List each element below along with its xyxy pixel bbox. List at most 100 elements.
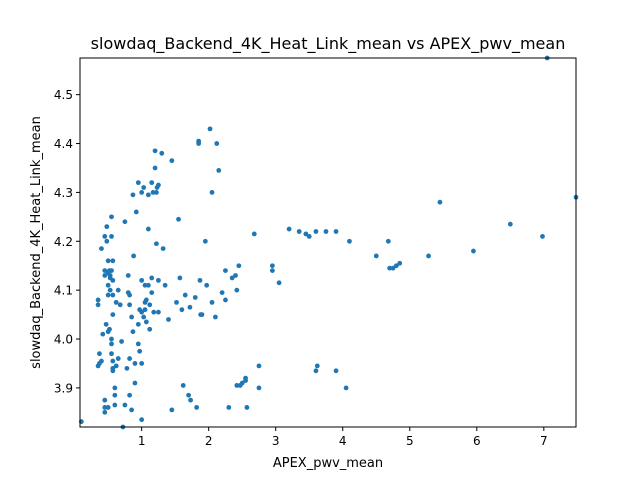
y-tick-label: 4.2 [54,235,73,249]
data-point [204,282,210,288]
data-point [145,226,151,232]
data-point [323,229,329,234]
data-point [540,233,545,239]
data-point [129,314,135,320]
data-point [105,405,111,410]
data-point [112,392,118,398]
data-point [212,314,218,320]
data-point [243,378,248,383]
y-tick-label: 3.9 [54,381,73,395]
data-point [152,165,158,171]
data-point [95,297,101,303]
data-point [219,290,225,295]
plot-frame [79,57,577,428]
data-point [102,273,108,278]
data-point [113,299,119,305]
data-point [105,292,111,298]
data-point [333,229,339,234]
data-point [95,302,101,308]
data-point [156,309,161,315]
data-point [223,268,228,273]
data-point [426,253,431,259]
chart-title: slowdaq_Backend_4K_Heat_Link_mean vs APE… [91,34,566,54]
data-point [197,277,203,283]
data-point [313,229,319,234]
data-point [333,368,339,374]
x-tick-label: 3 [272,434,280,448]
data-point [133,209,139,215]
data-point [105,282,111,288]
data-point [147,302,153,308]
data-point [145,282,151,288]
data-point [269,268,275,273]
data-point [113,363,119,369]
data-point [169,407,175,413]
data-point [127,356,132,361]
data-point [135,180,141,186]
data-point [151,309,157,315]
data-point [471,248,476,254]
data-point [95,363,101,369]
data-point [234,383,240,388]
data-point [132,361,138,366]
data-point [156,182,161,188]
data-point [223,297,228,303]
data-point [139,417,145,423]
data-point [239,380,245,386]
data-point [99,358,104,364]
data-point [135,321,141,327]
x-axis-label: APEX_pwv_mean [273,456,383,471]
data-point [387,265,393,271]
data-point [214,141,220,146]
data-point [129,407,135,413]
data-point [147,326,153,332]
data-point [110,258,116,264]
data-point [107,287,113,293]
data-point [244,405,250,410]
x-axis-ticks: 1 2 3 4 5 6 7 [138,427,548,448]
data-point [142,282,148,288]
data-point [150,190,156,195]
data-point [110,292,116,298]
data-point [107,326,112,332]
data-point [385,238,391,244]
data-point [393,263,399,269]
data-point [196,138,202,144]
data-point [102,409,108,415]
data-point [152,148,158,154]
data-point [166,317,171,322]
data-points [78,55,579,430]
data-point [192,295,198,300]
data-point [105,258,111,264]
data-point [296,229,302,234]
data-point [156,277,161,283]
plot-area [80,58,576,427]
data-point [109,214,114,220]
data-point [180,383,186,388]
data-point [119,339,124,344]
data-point [127,392,132,398]
data-point [256,385,262,391]
data-point [125,273,131,278]
data-point [507,221,513,227]
data-point [236,263,242,269]
y-tick-label: 4.1 [54,284,73,298]
data-point [137,348,143,354]
data-point [373,253,379,259]
data-point [141,185,147,190]
data-point [142,307,148,313]
data-point [102,405,108,410]
data-point [251,231,257,237]
data-point [176,216,181,222]
y-tick-label: 4.0 [54,333,73,347]
data-point [234,287,240,293]
x-tick-label: 6 [473,434,481,448]
data-point [276,280,282,286]
data-point [159,150,165,156]
data-point [109,341,114,347]
x-tick-label: 1 [138,434,146,448]
data-point [233,273,238,278]
y-axis-ticks: 3.9 4.0 4.1 4.2 4.3 4.4 4.5 [54,88,80,395]
data-point [115,287,121,293]
data-point [124,365,130,371]
